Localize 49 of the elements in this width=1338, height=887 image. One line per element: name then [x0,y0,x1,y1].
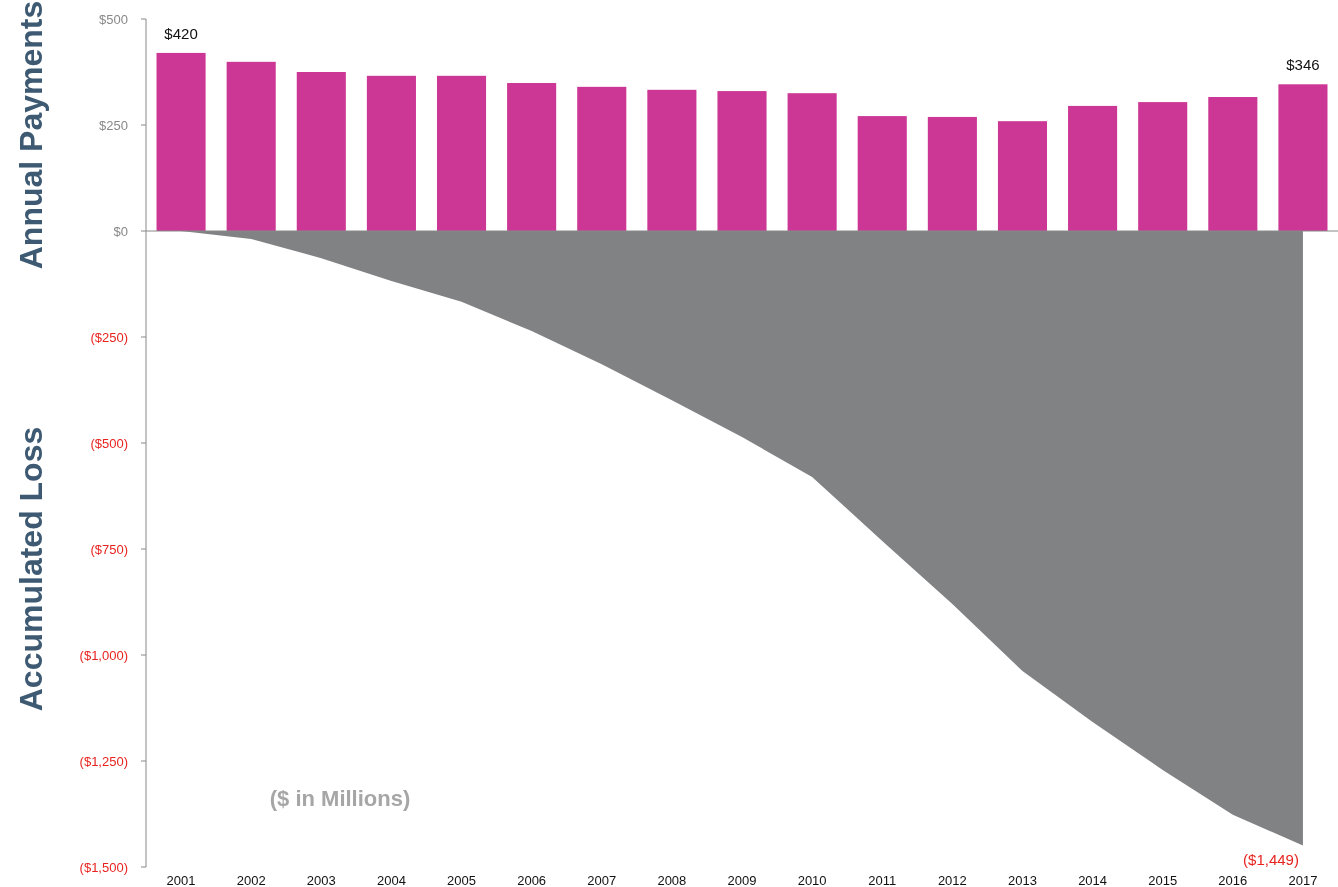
x-tick-label: 2009 [727,873,757,887]
text: Accumulated Loss [13,426,49,712]
bar [296,72,346,231]
bar [717,91,767,231]
x-tick-label: 2016 [1218,873,1248,887]
bar [436,75,487,231]
data-label: ($1,449) [1243,851,1299,869]
y-tick-label: $500 [99,11,128,27]
bar [1208,97,1258,231]
data-label: $420 [164,24,198,42]
y-tick-label: $0 [113,223,128,239]
bar [1068,105,1118,231]
x-tick-label: 2010 [797,873,827,887]
y-tick-label: ($1,500) [79,859,128,875]
y-tick-label: ($500) [90,435,128,451]
bar [787,93,837,231]
bar [997,121,1048,231]
bar [226,61,276,231]
y-tick-label: ($250) [90,329,128,345]
bar [577,86,627,231]
bar [156,52,206,231]
y-tick-label: ($1,250) [79,753,128,769]
y-tick-label: ($750) [90,541,128,557]
bar [507,83,557,231]
annotation: ($ in Millions) [269,785,411,811]
x-tick-label: 2007 [587,873,617,887]
x-tick-label: 2004 [376,873,406,887]
x-tick-label: 2017 [1288,873,1318,887]
y-tick-label: $250 [99,117,128,133]
y-axis-title: Annual Payments [13,0,49,270]
x-tick-label: 2014 [1078,873,1108,887]
x-tick-label: 2011 [868,873,897,887]
x-tick-label: 2001 [166,873,196,887]
bar [927,116,977,231]
x-tick-label: 2006 [517,873,547,887]
bar [647,89,697,231]
x-tick-label: 2003 [306,873,336,887]
x-tick-label: 2008 [657,873,687,887]
bar [366,75,416,231]
bar [857,116,907,231]
bar [1278,84,1328,231]
x-tick-label: 2012 [937,873,967,887]
x-tick-label: 2002 [236,873,266,887]
bar [1138,102,1188,231]
x-tick-label: 2005 [447,873,476,887]
data-label: $346 [1286,56,1320,74]
x-tick-label: 2015 [1148,873,1178,887]
y-tick-label: ($1,000) [79,647,128,663]
x-tick-label: 2013 [1008,873,1037,887]
